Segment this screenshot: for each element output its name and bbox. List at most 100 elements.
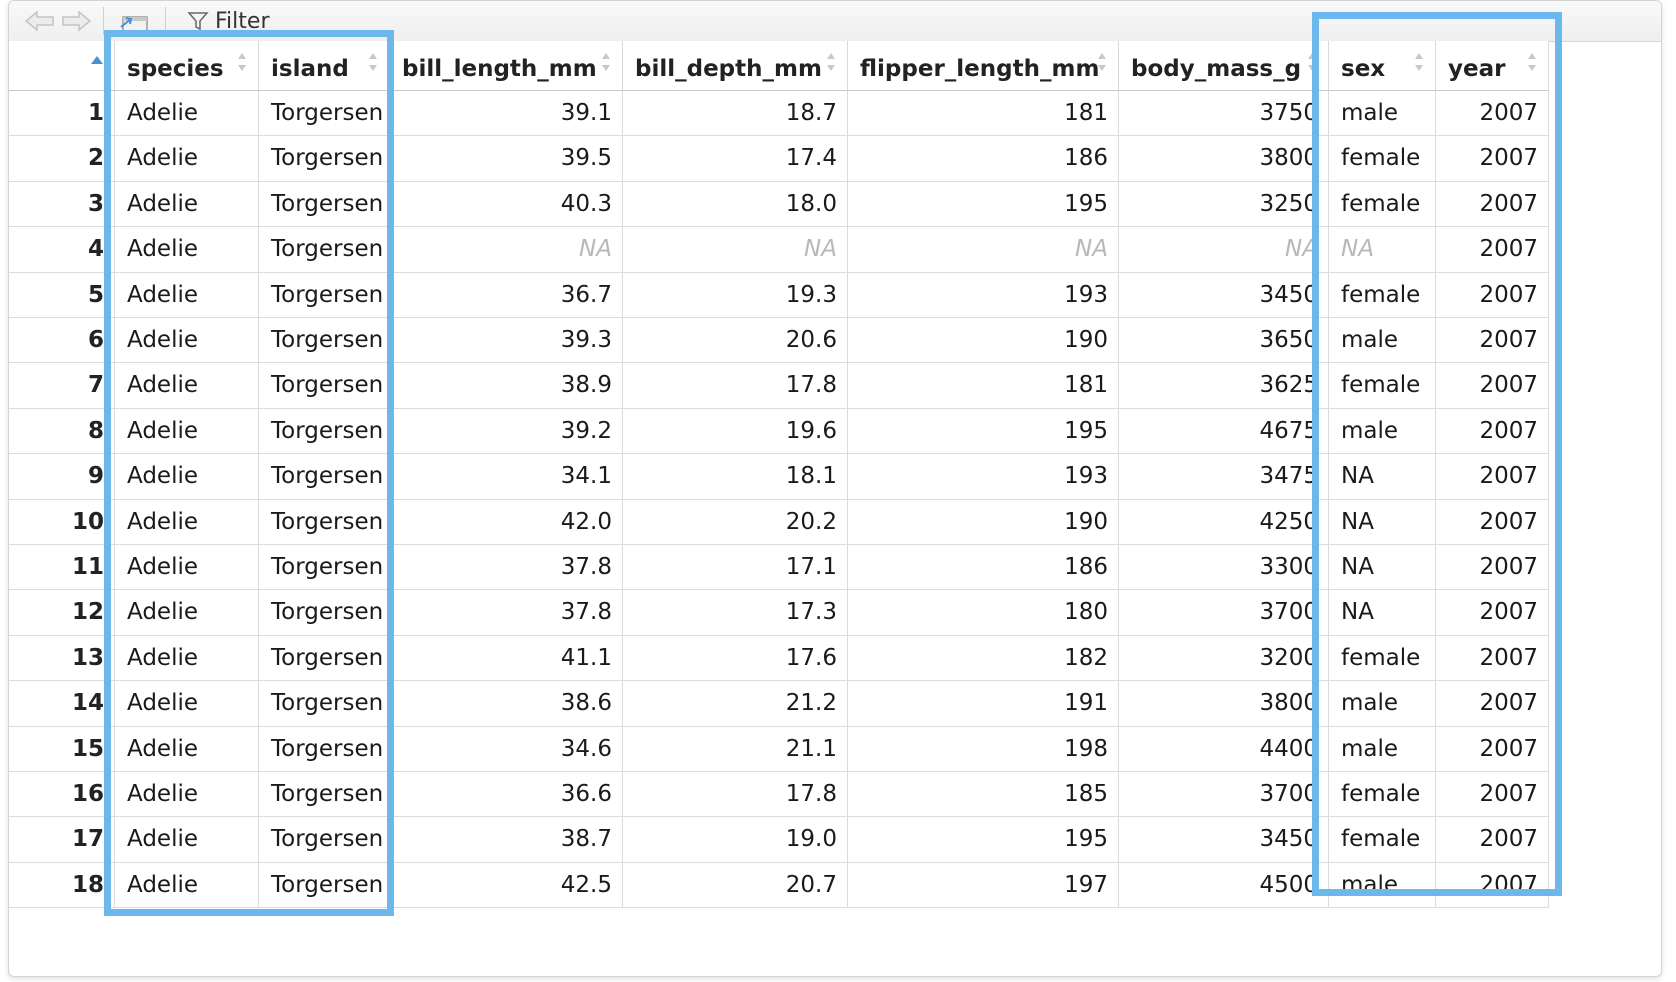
table-cell-island[interactable]: Torgersen [259, 772, 390, 818]
table-cell-year[interactable]: 2007 [1436, 181, 1549, 228]
table-cell-flipper-length-mm[interactable]: 181 [848, 363, 1119, 409]
table-cell-flipper-length-mm[interactable]: 186 [848, 136, 1119, 182]
table-cell-bill-depth-mm[interactable]: 17.6 [623, 635, 848, 682]
table-cell-bill-length-mm[interactable]: 37.8 [390, 545, 623, 591]
table-cell-sex[interactable]: female [1329, 772, 1436, 818]
table-cell-year[interactable]: 2007 [1436, 590, 1549, 636]
table-cell-body-mass-g[interactable]: 3800 [1119, 681, 1329, 727]
table-cell-bill-length-mm[interactable]: 38.9 [390, 363, 623, 409]
table-cell-bill-length-mm[interactable]: NA [390, 227, 623, 273]
table-cell-species[interactable]: Adelie [115, 91, 259, 137]
table-cell-year[interactable]: 2007 [1436, 817, 1549, 863]
table-cell-bill-depth-mm[interactable]: 21.1 [623, 726, 848, 772]
table-cell-year[interactable]: 2007 [1436, 91, 1549, 137]
table-cell-body-mass-g[interactable]: 3650 [1119, 318, 1329, 364]
table-cell-island[interactable]: Torgersen [259, 545, 390, 591]
table-cell-sex[interactable]: female [1329, 635, 1436, 682]
table-cell-year[interactable]: 2007 [1436, 227, 1549, 273]
table-cell-year[interactable]: 2007 [1436, 545, 1549, 591]
table-cell-bill-length-mm[interactable]: 39.2 [390, 408, 623, 455]
table-cell-sex[interactable]: NA [1329, 545, 1436, 591]
column-header-bill-depth-mm[interactable]: bill_depth_mm [623, 41, 848, 91]
forward-button[interactable] [59, 1, 93, 41]
table-cell-island[interactable]: Torgersen [259, 272, 390, 318]
table-cell-bill-depth-mm[interactable]: 17.3 [623, 590, 848, 636]
table-cell-flipper-length-mm[interactable]: 185 [848, 772, 1119, 818]
table-cell-body-mass-g[interactable]: 3200 [1119, 635, 1329, 682]
table-cell-island[interactable]: Torgersen [259, 681, 390, 727]
table-cell-bill-depth-mm[interactable]: 17.8 [623, 772, 848, 818]
table-cell-bill-length-mm[interactable]: 41.1 [390, 635, 623, 682]
table-cell-body-mass-g[interactable]: 3800 [1119, 136, 1329, 182]
table-cell-bill-depth-mm[interactable]: 20.2 [623, 499, 848, 545]
table-cell-year[interactable]: 2007 [1436, 272, 1549, 318]
table-cell-sex[interactable]: NA [1329, 499, 1436, 545]
table-cell-sex[interactable]: NA [1329, 227, 1436, 273]
table-cell-flipper-length-mm[interactable]: 190 [848, 318, 1119, 364]
table-cell-bill-length-mm[interactable]: 39.5 [390, 136, 623, 182]
table-cell-species[interactable]: Adelie [115, 181, 259, 228]
table-cell-year[interactable]: 2007 [1436, 862, 1549, 909]
table-cell-island[interactable]: Torgersen [259, 181, 390, 228]
table-cell-year[interactable]: 2007 [1436, 772, 1549, 818]
table-cell-flipper-length-mm[interactable]: 195 [848, 181, 1119, 228]
table-cell-bill-length-mm[interactable]: 34.1 [390, 454, 623, 500]
table-cell-body-mass-g[interactable]: 3750 [1119, 91, 1329, 137]
table-cell-species[interactable]: Adelie [115, 363, 259, 409]
table-cell-bill-depth-mm[interactable]: 20.6 [623, 318, 848, 364]
column-header-flipper-length-mm[interactable]: flipper_length_mm [848, 41, 1119, 91]
table-cell-bill-depth-mm[interactable]: 17.1 [623, 545, 848, 591]
table-cell-bill-length-mm[interactable]: 36.7 [390, 272, 623, 318]
table-cell-year[interactable]: 2007 [1436, 318, 1549, 364]
column-header-island[interactable]: island [259, 41, 390, 91]
table-cell-flipper-length-mm[interactable]: 193 [848, 454, 1119, 500]
table-cell-flipper-length-mm[interactable]: 191 [848, 681, 1119, 727]
table-cell-flipper-length-mm[interactable]: NA [848, 227, 1119, 273]
row-index-header[interactable] [9, 41, 115, 91]
table-cell-bill-depth-mm[interactable]: 18.7 [623, 91, 848, 137]
table-cell-bill-depth-mm[interactable]: 17.4 [623, 136, 848, 182]
table-cell-bill-length-mm[interactable]: 42.5 [390, 862, 623, 909]
table-cell-flipper-length-mm[interactable]: 180 [848, 590, 1119, 636]
table-cell-species[interactable]: Adelie [115, 318, 259, 364]
table-cell-sex[interactable]: female [1329, 272, 1436, 318]
column-header-body-mass-g[interactable]: body_mass_g [1119, 41, 1329, 91]
table-cell-body-mass-g[interactable]: 3300 [1119, 545, 1329, 591]
popout-button[interactable] [117, 1, 151, 41]
table-cell-flipper-length-mm[interactable]: 190 [848, 499, 1119, 545]
column-header-bill-length-mm[interactable]: bill_length_mm [390, 41, 623, 91]
table-cell-sex[interactable]: male [1329, 681, 1436, 727]
table-cell-island[interactable]: Torgersen [259, 726, 390, 772]
table-cell-island[interactable]: Torgersen [259, 454, 390, 500]
table-cell-year[interactable]: 2007 [1436, 136, 1549, 182]
table-cell-species[interactable]: Adelie [115, 136, 259, 182]
table-cell-body-mass-g[interactable]: 4675 [1119, 408, 1329, 455]
table-cell-species[interactable]: Adelie [115, 272, 259, 318]
table-cell-species[interactable]: Adelie [115, 590, 259, 636]
table-cell-sex[interactable]: male [1329, 318, 1436, 364]
table-cell-year[interactable]: 2007 [1436, 363, 1549, 409]
table-cell-body-mass-g[interactable]: 4400 [1119, 726, 1329, 772]
table-cell-bill-depth-mm[interactable]: 21.2 [623, 681, 848, 727]
table-cell-island[interactable]: Torgersen [259, 408, 390, 455]
table-cell-species[interactable]: Adelie [115, 817, 259, 863]
table-cell-body-mass-g[interactable]: 3450 [1119, 272, 1329, 318]
table-cell-year[interactable]: 2007 [1436, 454, 1549, 500]
table-cell-flipper-length-mm[interactable]: 195 [848, 817, 1119, 863]
table-cell-year[interactable]: 2007 [1436, 635, 1549, 682]
table-cell-flipper-length-mm[interactable]: 186 [848, 545, 1119, 591]
table-cell-island[interactable]: Torgersen [259, 136, 390, 182]
table-cell-sex[interactable]: male [1329, 408, 1436, 455]
table-cell-bill-length-mm[interactable]: 42.0 [390, 499, 623, 545]
table-cell-sex[interactable]: male [1329, 91, 1436, 137]
table-cell-sex[interactable]: female [1329, 136, 1436, 182]
table-cell-sex[interactable]: male [1329, 726, 1436, 772]
table-cell-body-mass-g[interactable]: 3700 [1119, 590, 1329, 636]
table-cell-species[interactable]: Adelie [115, 772, 259, 818]
table-cell-species[interactable]: Adelie [115, 227, 259, 273]
table-cell-flipper-length-mm[interactable]: 182 [848, 635, 1119, 682]
table-cell-sex[interactable]: female [1329, 363, 1436, 409]
table-cell-sex[interactable]: female [1329, 817, 1436, 863]
table-cell-body-mass-g[interactable]: 3250 [1119, 181, 1329, 228]
table-cell-body-mass-g[interactable]: 4500 [1119, 862, 1329, 909]
